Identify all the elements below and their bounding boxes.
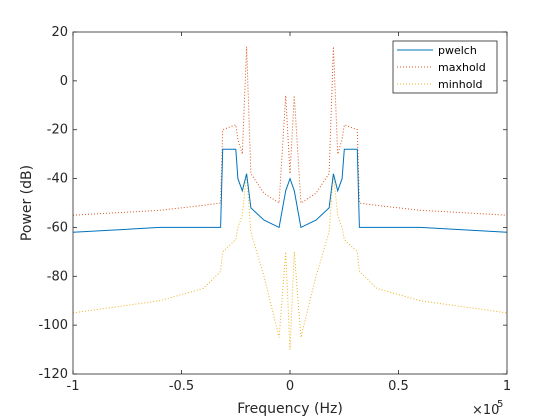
legend: pwelch maxhold minhold bbox=[392, 40, 498, 94]
x-tick-label: -1 bbox=[67, 379, 80, 394]
y-tick-label: 0 bbox=[60, 74, 68, 89]
y-tick-label: -20 bbox=[47, 123, 68, 138]
ticks-layer: -1 -0.5 0 0.5 1 -120 -100 -80 -60 -40 -20 0 20 bbox=[38, 25, 511, 394]
x-exponent-base: ×10 bbox=[472, 403, 499, 418]
y-tick-label: -40 bbox=[47, 172, 68, 187]
series-line-pwelch bbox=[72, 148, 508, 233]
x-exponent-power: 5 bbox=[497, 399, 503, 410]
legend-label-maxhold: maxhold bbox=[438, 61, 486, 74]
x-tick-label: 1 bbox=[503, 379, 511, 394]
y-tick-label: -80 bbox=[47, 269, 68, 284]
series-layer bbox=[72, 46, 508, 350]
x-tick-label: 0.5 bbox=[388, 379, 409, 394]
y-axis-label: Power (dB) bbox=[19, 165, 35, 241]
x-axis-label: Frequency (Hz) bbox=[237, 401, 343, 417]
x-tick-label: 0 bbox=[286, 379, 294, 394]
y-tick-label: -120 bbox=[38, 367, 68, 382]
y-tick-label: 20 bbox=[51, 25, 68, 40]
series-line-minhold bbox=[72, 173, 508, 350]
legend-label-minhold: minhold bbox=[438, 78, 482, 91]
legend-label-pwelch: pwelch bbox=[438, 44, 477, 57]
x-tick-label: -0.5 bbox=[169, 379, 194, 394]
y-tick-label: -60 bbox=[47, 220, 68, 235]
y-tick-label: -100 bbox=[38, 318, 68, 333]
